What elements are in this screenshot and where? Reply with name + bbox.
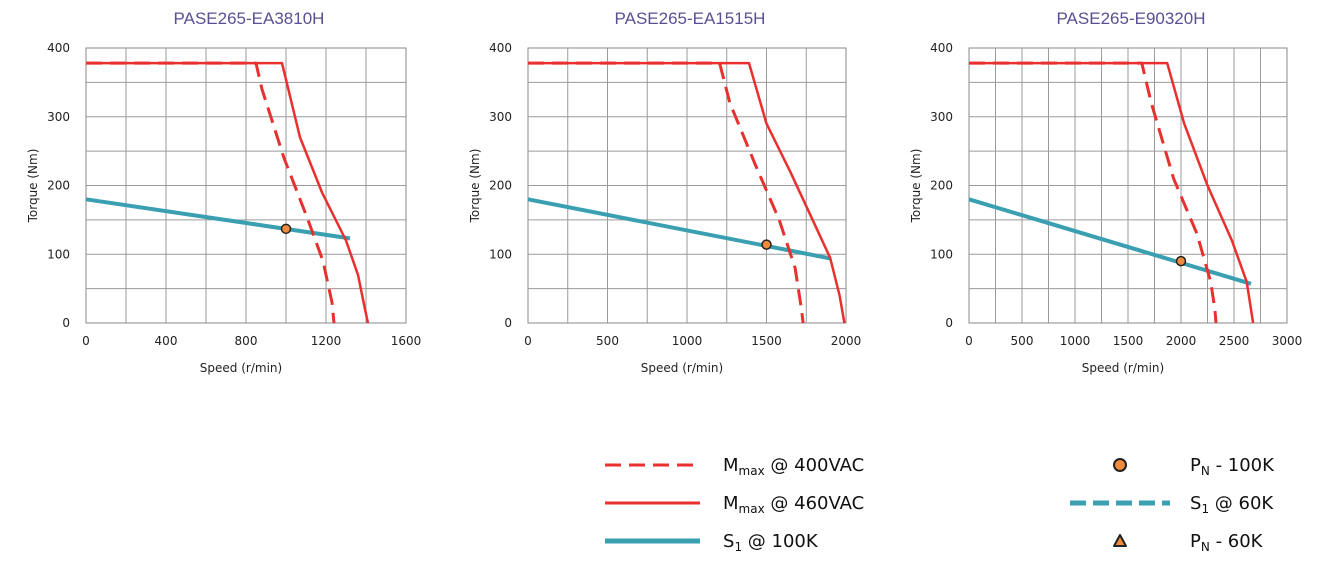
x-tick-label: 1500 xyxy=(1113,334,1144,348)
x-axis-label: Speed (r/min) xyxy=(200,361,282,375)
series-line-solid-teal xyxy=(968,197,1252,286)
series-line-solid-teal xyxy=(85,197,351,241)
x-tick-label: 1000 xyxy=(1060,334,1091,348)
legend-label-pn60k: PN - 60K xyxy=(1190,531,1264,554)
y-tick-label: 300 xyxy=(489,110,512,124)
legend-label-main: S xyxy=(1190,493,1201,514)
y-tick-label: 0 xyxy=(504,316,512,330)
series-line-solid-red xyxy=(528,61,846,324)
y-tick-label: 300 xyxy=(47,110,70,124)
legend-marker-pn60k xyxy=(1113,534,1127,547)
chart-panel-3: 0 500 1000 1500 2000 2500 3000 0 100 200 300 400 PAS… xyxy=(909,9,1302,375)
y-tick-label: 100 xyxy=(930,247,953,261)
legend-label-rest: @ 100K xyxy=(742,531,819,552)
x-tick-label: 0 xyxy=(524,334,532,348)
legend-label-main: M xyxy=(723,493,739,514)
series-line-solid-teal xyxy=(527,197,831,261)
legend-label-rest: @ 460VAC xyxy=(765,493,865,514)
x-tick-label: 1200 xyxy=(311,334,342,348)
legend-marker-pn100k xyxy=(1113,458,1127,472)
legend-label-main: S xyxy=(723,531,734,552)
series-line-dashed-red xyxy=(528,61,805,324)
y-tick-label: 0 xyxy=(62,316,70,330)
series-line-dashed-red xyxy=(86,61,336,324)
x-tick-label: 3000 xyxy=(1272,334,1303,348)
x-tick-label: 800 xyxy=(235,334,258,348)
legend-label-subscript: max xyxy=(739,502,765,516)
x-tick-label: 500 xyxy=(596,334,619,348)
series-line-solid-red xyxy=(86,61,370,324)
y-tick-label: 200 xyxy=(930,179,953,193)
x-tick-label: 1600 xyxy=(391,334,422,348)
x-tick-label: 0 xyxy=(82,334,90,348)
legend-label-main: P xyxy=(1190,455,1201,476)
y-tick-label: 400 xyxy=(930,41,953,55)
chart-title: PASE265-EA3810H xyxy=(174,9,325,28)
legend-label-rest: - 60K xyxy=(1210,531,1264,552)
y-tick-label: 400 xyxy=(489,41,512,55)
legend-label-mmax460: Mmax @ 460VAC xyxy=(723,493,864,516)
legend-label-subscript: N xyxy=(1201,464,1210,478)
y-tick-label: 200 xyxy=(47,179,70,193)
y-tick-label: 0 xyxy=(945,316,953,330)
y-tick-label: 200 xyxy=(489,179,512,193)
rated-point-marker xyxy=(1175,255,1187,267)
chart-title: PASE265-EA1515H xyxy=(615,9,766,28)
y-axis-label: Torque (Nm) xyxy=(909,149,923,224)
series-line-dashed-red xyxy=(969,61,1218,324)
rated-point-marker xyxy=(280,223,292,235)
chart-title: PASE265-E90320H xyxy=(1056,9,1205,28)
y-axis-label: Torque (Nm) xyxy=(468,149,482,224)
y-tick-label: 400 xyxy=(47,41,70,55)
legend-label-main: P xyxy=(1190,531,1201,552)
legend-label-s1_60k: S1 @ 60K xyxy=(1190,493,1274,516)
x-tick-label: 0 xyxy=(965,334,973,348)
x-axis-label: Speed (r/min) xyxy=(641,361,723,375)
legend-label-mmax400: Mmax @ 400VAC xyxy=(723,455,864,478)
legend-label-s1_100k: S1 @ 100K xyxy=(723,531,819,554)
y-tick-label: 100 xyxy=(47,247,70,261)
x-tick-label: 2000 xyxy=(831,334,862,348)
legend-label-rest: - 100K xyxy=(1210,455,1275,476)
legend-label-subscript: N xyxy=(1201,540,1210,554)
series-line-solid-red xyxy=(969,61,1255,324)
legend-label-rest: @ 400VAC xyxy=(765,455,865,476)
x-tick-label: 2500 xyxy=(1219,334,1250,348)
y-tick-label: 300 xyxy=(930,110,953,124)
x-tick-label: 500 xyxy=(1011,334,1034,348)
y-axis-label: Torque (Nm) xyxy=(26,149,40,224)
legend-label-main: M xyxy=(723,455,739,476)
y-tick-label: 100 xyxy=(489,247,512,261)
chart-panel-1: 0 400 800 1200 1600 0 100 200 300 400 PASE265-EA38… xyxy=(26,9,421,375)
x-tick-label: 2000 xyxy=(1166,334,1197,348)
legend-label-rest: @ 60K xyxy=(1209,493,1274,514)
legend-label-pn100k: PN - 100K xyxy=(1190,455,1275,478)
x-tick-label: 400 xyxy=(155,334,178,348)
legend-label-subscript: 1 xyxy=(734,540,742,554)
legend-label-subscript: max xyxy=(739,464,765,478)
legend-label-subscript: 1 xyxy=(1201,502,1209,516)
x-tick-label: 1500 xyxy=(751,334,782,348)
x-tick-label: 1000 xyxy=(672,334,703,348)
x-axis-label: Speed (r/min) xyxy=(1082,361,1164,375)
rated-point-marker xyxy=(761,239,772,250)
chart-panel-2: 0 500 1000 1500 2000 0 100 200 300 400 PASE265-EA1… xyxy=(468,9,861,375)
